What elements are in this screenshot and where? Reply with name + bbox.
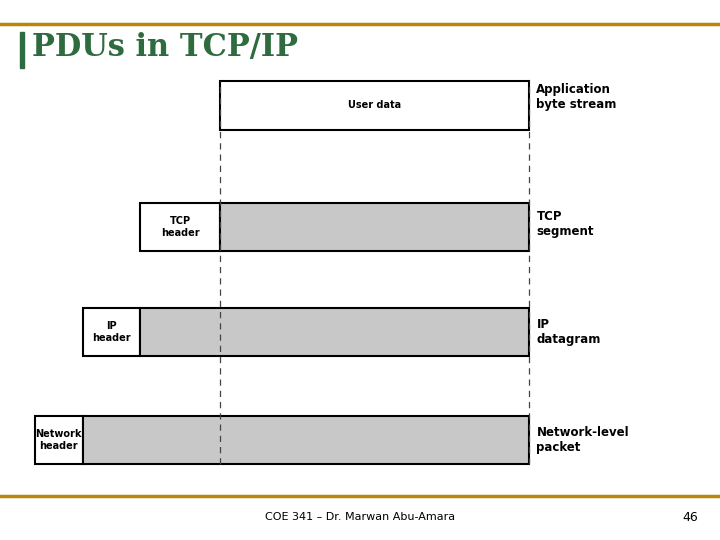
Text: User data: User data — [348, 100, 401, 110]
Bar — [35, 416, 83, 464]
Text: PDUs in TCP/IP: PDUs in TCP/IP — [32, 32, 298, 63]
Bar — [83, 308, 140, 356]
Text: Network
header: Network header — [35, 429, 82, 451]
Bar — [83, 416, 529, 464]
Bar — [20, 32, 24, 68]
Text: 46: 46 — [683, 511, 698, 524]
Text: IP
datagram: IP datagram — [536, 318, 600, 346]
Text: TCP
segment: TCP segment — [536, 210, 594, 238]
Bar — [140, 202, 220, 251]
Text: TCP
header: TCP header — [161, 216, 199, 238]
Text: COE 341 – Dr. Marwan Abu-Amara: COE 341 – Dr. Marwan Abu-Amara — [265, 512, 455, 522]
Bar — [220, 81, 529, 130]
Text: Network-level
packet: Network-level packet — [536, 426, 629, 454]
Bar — [140, 308, 529, 356]
Text: Application
byte stream: Application byte stream — [536, 83, 617, 111]
Text: IP
header: IP header — [92, 321, 131, 343]
Bar — [220, 202, 529, 251]
